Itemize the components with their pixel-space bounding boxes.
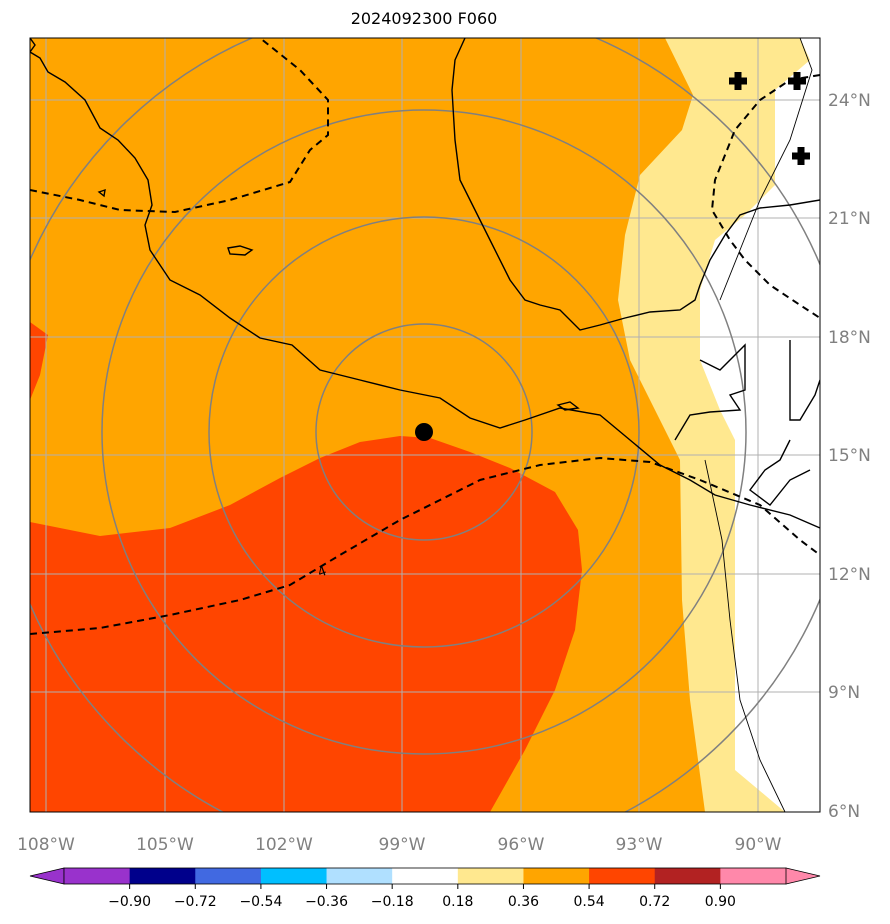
pacific-coast [30, 51, 820, 529]
lat-label-9: 9°N [828, 683, 860, 703]
colorbar-box [195, 868, 262, 884]
fill-red-orange-left [30, 322, 48, 400]
colorbar-box [589, 868, 656, 884]
colorbar-tick-label: 0.36 [508, 894, 539, 910]
colorbar-extend-low [29, 867, 65, 885]
lon-label-93: 93°W [616, 835, 663, 855]
colorbar-tick-label: −0.54 [239, 894, 282, 910]
colorbar-box [260, 868, 328, 884]
map-title: 2024092300 F060 [350, 9, 498, 28]
lat-label-24: 24°N [828, 91, 871, 111]
colorbar-tick-label: 0.54 [574, 894, 605, 910]
gulf-coast [451, 38, 701, 331]
lat-label-6: 6°N [828, 802, 860, 822]
colorbar-box [129, 868, 196, 884]
colorbar: −0.90 −0.72 −0.54 −0.36 −0.18 0.18 0.36 0.54 0.7… [29, 867, 821, 910]
contour-main [30, 456, 820, 635]
range-rings [30, 38, 820, 812]
colorbar-box [64, 868, 131, 884]
colorbar-frame [63, 867, 787, 885]
colorbar-tick-label: −0.90 [108, 894, 151, 910]
belize-coast [789, 340, 820, 421]
country-borders [704, 38, 813, 812]
latitude-labels: 24°N 21°N 18°N 15°N 12°N 9°N 6°N [828, 91, 871, 822]
storm-center-marker [415, 423, 433, 441]
longitude-labels: 108°W 105°W 102°W 99°W 96°W 93°W 90°W [17, 835, 782, 855]
island-2 [97, 188, 106, 198]
gridlines [30, 38, 820, 812]
plus-marker-1 [729, 72, 747, 90]
lon-label-90: 90°W [735, 835, 782, 855]
contour-east [710, 74, 820, 319]
colorbar-tick-label: −0.18 [371, 894, 414, 910]
plus-markers [729, 72, 810, 165]
range-ring-1 [315, 323, 533, 541]
dashed-contours [30, 38, 820, 635]
central-america-east [749, 439, 811, 506]
map-frame [29, 37, 821, 813]
plus-marker-3 [792, 147, 810, 165]
colorbar-tick-label: −0.72 [174, 894, 217, 910]
range-ring-3 [101, 109, 747, 755]
lon-label-96: 96°W [498, 835, 545, 855]
lon-label-102: 102°W [255, 835, 313, 855]
colorbar-box [523, 868, 590, 884]
colorbar-tick-label: −0.36 [305, 894, 348, 910]
colorbar-tick-label: 0.90 [705, 894, 736, 910]
plus-marker-2 [788, 72, 806, 90]
lat-label-12: 12°N [828, 565, 871, 585]
lon-label-99: 99°W [379, 835, 426, 855]
map-panel: 4 [30, 38, 820, 812]
coastlines [30, 38, 820, 529]
fill-red-orange [30, 436, 582, 812]
colorbar-box [326, 868, 393, 884]
island-3 [556, 401, 580, 411]
colorbar-extend-high [785, 867, 821, 885]
island-1 [227, 245, 254, 256]
lon-label-108: 108°W [17, 835, 75, 855]
lat-label-15: 15°N [828, 446, 871, 466]
colorbar-box [392, 868, 459, 884]
contour-north [30, 38, 329, 214]
colorbar-box [457, 868, 524, 884]
baja-coast [30, 38, 36, 53]
guatemala-border [674, 343, 746, 441]
yucatan-coast [699, 199, 820, 286]
lat-label-18: 18°N [828, 328, 871, 348]
colorbar-tick-label: 0.18 [442, 894, 473, 910]
colorbar-box [720, 868, 787, 884]
lon-label-105: 105°W [136, 835, 194, 855]
colorbar-box [654, 868, 721, 884]
range-ring-2 [208, 216, 640, 648]
lat-label-21: 21°N [828, 209, 871, 229]
colorbar-tick-label: 0.72 [639, 894, 670, 910]
